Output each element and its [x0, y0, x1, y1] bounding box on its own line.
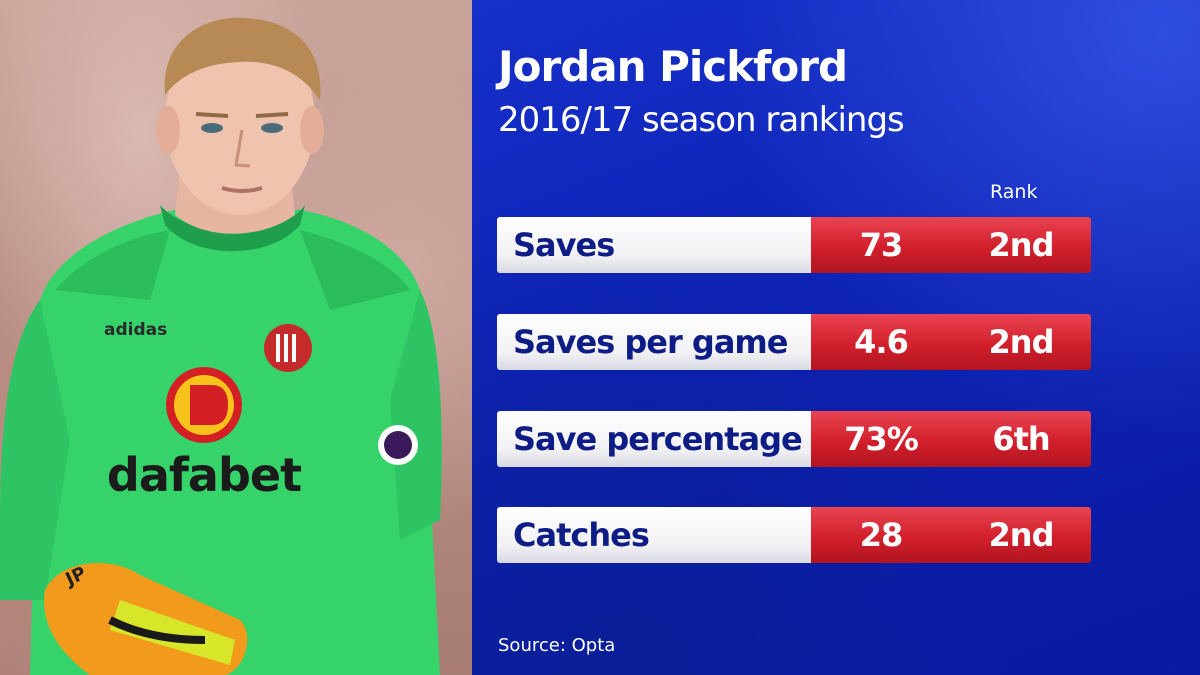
sponsor-text: dafabet: [106, 448, 302, 502]
league-badge-icon: [378, 425, 418, 465]
sponsor-logo-icon: [166, 367, 242, 443]
stat-rank: 2nd: [988, 516, 1055, 554]
player-illustration: [0, 17, 442, 675]
stats-panel: Jordan Pickford 2016/17 season rankings …: [472, 0, 1200, 675]
stat-values-bar: 4.6 2nd: [811, 314, 1091, 370]
stat-label: Save percentage: [497, 411, 811, 467]
club-crest-icon: [264, 324, 312, 372]
stat-row-saves-per-game: Saves per game 4.6 2nd: [497, 314, 1091, 370]
stat-value: 28: [859, 516, 904, 554]
stat-values-bar: 73 2nd: [811, 217, 1091, 273]
stat-value: 4.6: [854, 323, 909, 361]
stat-rank: 2nd: [988, 323, 1055, 361]
stat-rank: 2nd: [988, 226, 1055, 264]
stat-values-bar: 28 2nd: [811, 507, 1091, 563]
stat-row-catches: Catches 28 2nd: [497, 507, 1091, 563]
stat-label: Saves: [497, 217, 811, 273]
stat-row-saves: Saves 73 2nd: [497, 217, 1091, 273]
stat-values-bar: 73% 6th: [811, 411, 1091, 467]
stat-label: Catches: [497, 507, 811, 563]
stat-row-save-percentage: Save percentage 73% 6th: [497, 411, 1091, 467]
stat-rank: 6th: [992, 420, 1050, 458]
kit-brand-text: adidas: [104, 320, 168, 340]
stat-value: 73: [859, 226, 904, 264]
stat-value: 73%: [844, 420, 919, 458]
season-subtitle: 2016/17 season rankings: [498, 100, 905, 140]
rank-column-header: Rank: [990, 181, 1038, 203]
stat-label: Saves per game: [497, 314, 811, 370]
player-name-title: Jordan Pickford: [498, 42, 848, 91]
glove-icon: [44, 563, 248, 675]
source-credit: Source: Opta: [498, 635, 616, 656]
player-photo: adidas dafabet JP: [0, 0, 472, 675]
